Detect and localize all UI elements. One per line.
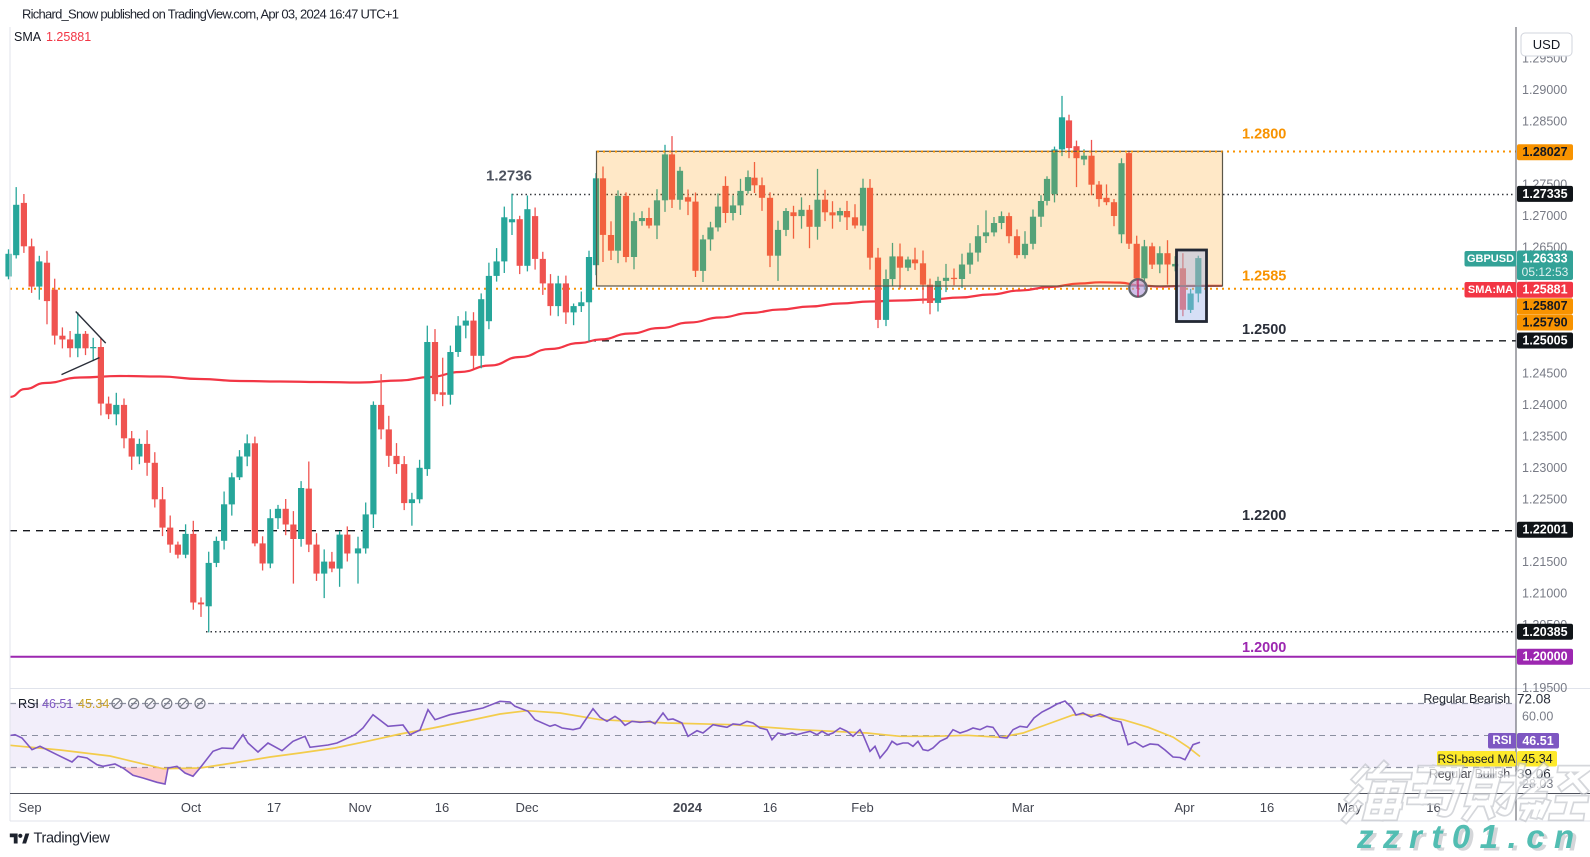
svg-text:1.2200: 1.2200 xyxy=(1242,508,1286,524)
svg-text:1.20000: 1.20000 xyxy=(1522,650,1567,664)
svg-text:TradingView: TradingView xyxy=(34,831,111,847)
svg-text:1.22500: 1.22500 xyxy=(1522,492,1567,506)
svg-text:46.51: 46.51 xyxy=(42,697,73,711)
svg-text:1.25881: 1.25881 xyxy=(1522,283,1567,297)
svg-text:16: 16 xyxy=(1260,800,1274,815)
svg-text:1.27000: 1.27000 xyxy=(1522,209,1567,223)
svg-text:Dec: Dec xyxy=(515,800,539,815)
svg-text:1.24000: 1.24000 xyxy=(1522,398,1567,412)
svg-text:1.23000: 1.23000 xyxy=(1522,461,1567,475)
svg-text:SMA:MA: SMA:MA xyxy=(1468,284,1513,296)
svg-text:1.2500: 1.2500 xyxy=(1242,322,1286,338)
svg-text:Nov: Nov xyxy=(348,800,372,815)
svg-text:1.26333: 1.26333 xyxy=(1522,252,1567,266)
svg-text:1.21500: 1.21500 xyxy=(1522,555,1567,569)
svg-text:1.25005: 1.25005 xyxy=(1522,334,1567,348)
svg-text:zzrt01.cn: zzrt01.cn xyxy=(1356,818,1584,855)
svg-text:1.19500: 1.19500 xyxy=(1522,681,1567,695)
svg-text:1.28027: 1.28027 xyxy=(1522,145,1567,159)
svg-text:1.25881: 1.25881 xyxy=(46,30,91,44)
svg-text:1.20385: 1.20385 xyxy=(1522,625,1567,639)
svg-text:Mar: Mar xyxy=(1012,800,1035,815)
svg-text:1.29000: 1.29000 xyxy=(1522,83,1567,97)
svg-text:1.27335: 1.27335 xyxy=(1522,187,1567,201)
svg-text:2024: 2024 xyxy=(673,800,703,815)
svg-text:1.28500: 1.28500 xyxy=(1522,115,1567,129)
svg-text:SMA: SMA xyxy=(14,30,42,44)
svg-text:1.2585: 1.2585 xyxy=(1242,269,1286,285)
svg-text:16: 16 xyxy=(763,800,777,815)
svg-text:Sep: Sep xyxy=(18,800,41,815)
svg-text:1.2000: 1.2000 xyxy=(1242,640,1286,656)
svg-text:1.25807: 1.25807 xyxy=(1522,299,1567,313)
svg-text:RSI-based MA: RSI-based MA xyxy=(1437,752,1515,766)
svg-text:72.08: 72.08 xyxy=(1517,692,1551,707)
svg-text:1.2736: 1.2736 xyxy=(486,168,532,185)
svg-text:60.00: 60.00 xyxy=(1522,710,1553,724)
svg-text:1.24500: 1.24500 xyxy=(1522,366,1567,380)
svg-text:1.22001: 1.22001 xyxy=(1522,523,1567,537)
svg-text:Richard_Snow published on Trad: Richard_Snow published on TradingView.co… xyxy=(22,7,399,22)
svg-text:GBPUSD: GBPUSD xyxy=(1467,253,1514,265)
svg-text:1.23500: 1.23500 xyxy=(1522,429,1567,443)
svg-text:USD: USD xyxy=(1533,37,1560,52)
svg-text:Apr: Apr xyxy=(1174,800,1195,815)
svg-text:Feb: Feb xyxy=(851,800,873,815)
svg-text:1.21000: 1.21000 xyxy=(1522,587,1567,601)
svg-text:1.25790: 1.25790 xyxy=(1522,316,1567,330)
svg-text:16: 16 xyxy=(435,800,449,815)
svg-text:RSI: RSI xyxy=(1492,735,1511,747)
svg-text:17: 17 xyxy=(267,800,281,815)
svg-text:Oct: Oct xyxy=(181,800,202,815)
svg-text:45.34: 45.34 xyxy=(78,697,109,711)
svg-text:05:12:53: 05:12:53 xyxy=(1522,265,1569,279)
svg-text:zzrt01.cn: zzrt01.cn xyxy=(1360,821,1588,857)
svg-text:RSI: RSI xyxy=(18,697,39,711)
svg-text:46.51: 46.51 xyxy=(1522,734,1553,748)
svg-text:1.2800: 1.2800 xyxy=(1242,127,1286,143)
svg-text:Regular Bearish: Regular Bearish xyxy=(1423,692,1510,706)
